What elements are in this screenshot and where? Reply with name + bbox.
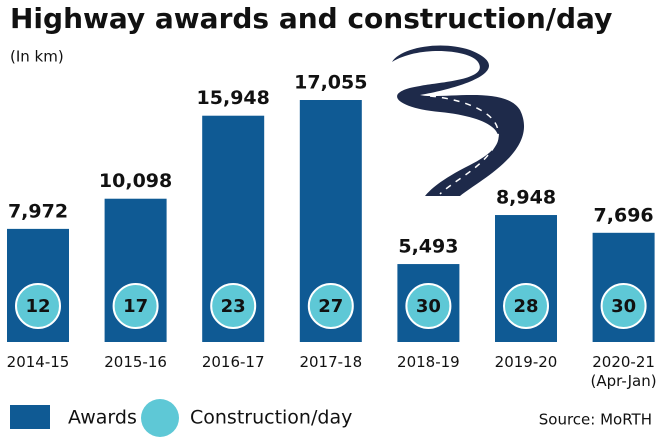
construction-marker bbox=[112, 283, 159, 329]
x-tick-label: 2015-16 bbox=[104, 353, 167, 371]
legend-swatch-awards bbox=[10, 405, 50, 429]
x-tick-label: 2019-20 bbox=[494, 353, 558, 371]
legend-label: Awards bbox=[68, 407, 137, 429]
value-label: 15,948 bbox=[197, 87, 270, 109]
value-label: 7,972 bbox=[8, 200, 68, 222]
construction-marker bbox=[307, 283, 354, 329]
legend-swatch-construction bbox=[141, 399, 179, 437]
x-tick-label: 2016-17 bbox=[201, 353, 265, 371]
value-label: 10,098 bbox=[99, 170, 172, 192]
value-label: 5,493 bbox=[398, 236, 458, 258]
construction-label: 17 bbox=[123, 296, 148, 317]
value-label: 8,948 bbox=[496, 187, 556, 209]
construction-label: 27 bbox=[318, 296, 343, 317]
chart-title: Highway awards and construction/day bbox=[10, 2, 612, 35]
construction-marker bbox=[405, 283, 452, 329]
source: Source: MoRTH bbox=[539, 411, 652, 429]
x-tick-label: 2018-19 bbox=[397, 353, 460, 371]
x-tick-label: 2017-18 bbox=[299, 353, 363, 371]
construction-label: 23 bbox=[221, 296, 246, 317]
construction-marker bbox=[600, 283, 647, 329]
construction-label: 28 bbox=[513, 296, 538, 317]
construction-marker bbox=[15, 283, 61, 329]
legend-label: Construction/day bbox=[190, 407, 352, 429]
construction-marker bbox=[503, 283, 549, 329]
construction-marker bbox=[210, 283, 257, 329]
chart-subtitle: (In km) bbox=[10, 48, 64, 66]
construction-label: 30 bbox=[416, 296, 441, 317]
value-label: 17,055 bbox=[294, 72, 367, 94]
construction-label: 30 bbox=[611, 296, 636, 317]
value-label: 7,696 bbox=[594, 204, 654, 226]
x-tick-label: 2014-15 bbox=[6, 353, 70, 371]
x-tick-label: 2020-21 (Apr-Jan) bbox=[590, 353, 657, 390]
road-illustration bbox=[392, 45, 525, 196]
construction-label: 12 bbox=[25, 296, 50, 317]
